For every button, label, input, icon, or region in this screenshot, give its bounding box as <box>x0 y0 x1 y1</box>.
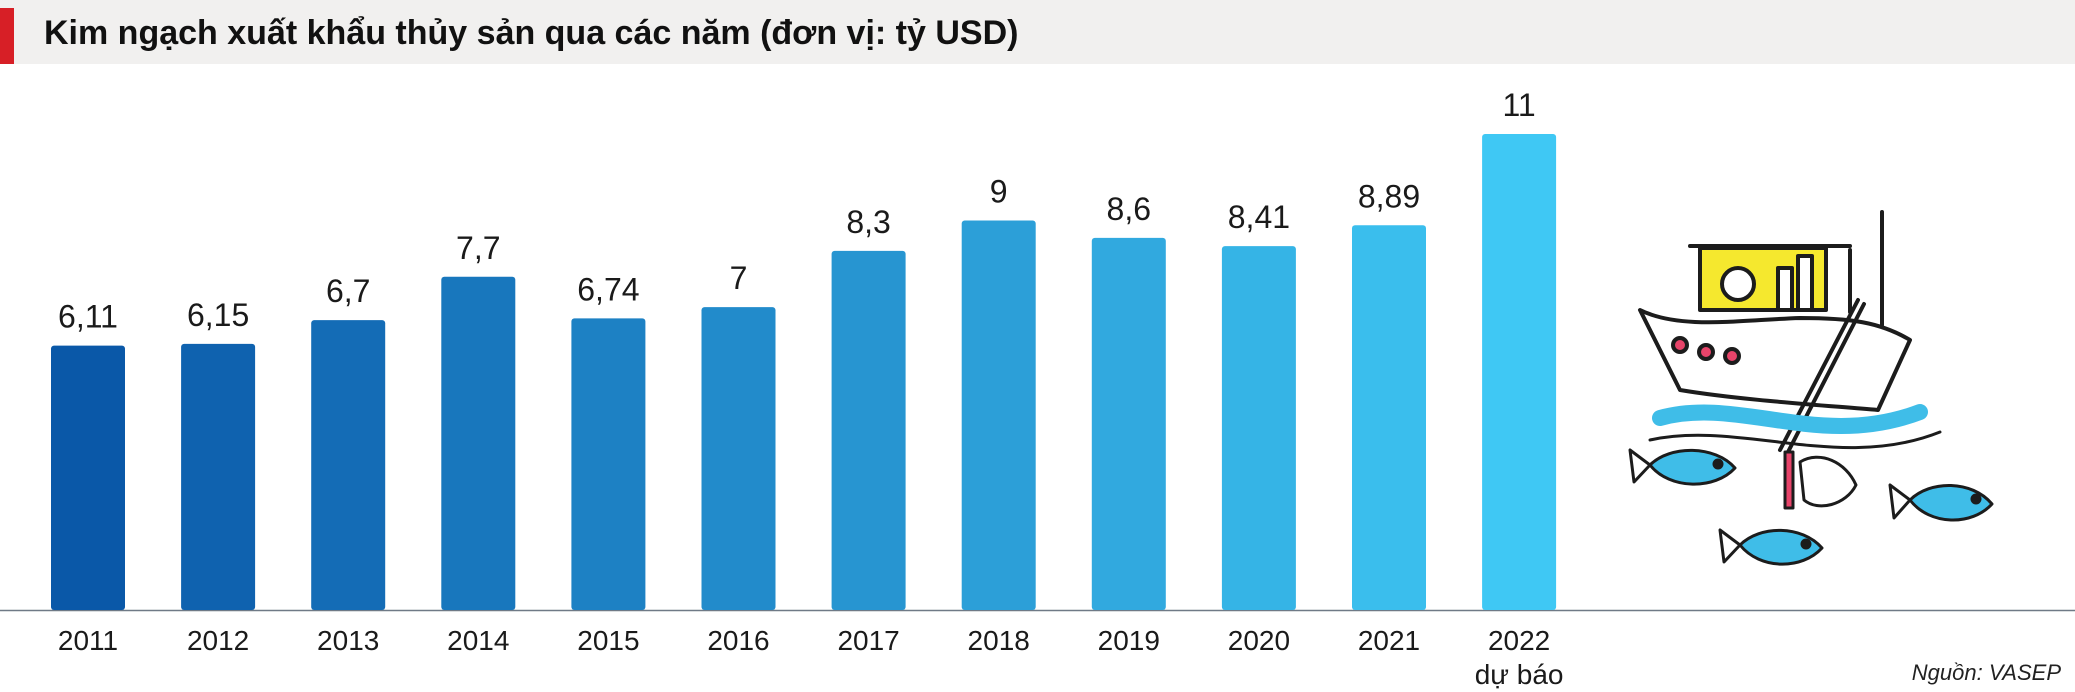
x-tick-label-2020: 2020 <box>1228 625 1290 656</box>
x-tick-label-2012: 2012 <box>187 625 249 656</box>
fish-bottom <box>1718 528 1824 566</box>
chart-header: Kim ngạch xuất khẩu thủy sản qua các năm… <box>0 0 2075 64</box>
data-label-2015: 6,74 <box>577 271 639 307</box>
hooked-fish <box>1783 450 1858 510</box>
bar-2017 <box>831 250 906 610</box>
data-label-2012: 6,15 <box>187 297 249 333</box>
data-label-2021: 8,89 <box>1358 178 1420 214</box>
bar-2016 <box>701 307 776 610</box>
data-label-2014: 7,7 <box>456 230 500 266</box>
bar-2020 <box>1221 246 1296 611</box>
bar-2012 <box>181 343 256 610</box>
boat-cabin <box>1688 210 1884 327</box>
fish-left <box>1628 448 1737 486</box>
x-tick-label-2015: 2015 <box>577 625 639 656</box>
data-label-2011: 6,11 <box>58 299 118 335</box>
x-tick-label-2013: 2013 <box>317 625 379 656</box>
title-accent-bar <box>0 8 14 64</box>
data-label-2019: 8,6 <box>1107 191 1151 227</box>
x-tick-label-2019: 2019 <box>1098 625 1160 656</box>
data-label-2017: 8,3 <box>846 204 890 240</box>
bar-2019 <box>1091 237 1166 610</box>
x-tick-label-2017: 2017 <box>837 625 899 656</box>
source-note: Nguồn: VASEP <box>1911 660 2061 685</box>
data-label-2013: 6,7 <box>326 273 370 309</box>
x-tick-label-2022: 2022 <box>1488 625 1550 656</box>
bar-2013 <box>311 320 386 610</box>
x-tick-label-2018: 2018 <box>968 625 1030 656</box>
data-label-2020: 8,41 <box>1228 199 1290 235</box>
x-tick-label-2011: 2011 <box>58 625 118 656</box>
data-label-2018: 9 <box>990 174 1008 210</box>
x-tick-label-2014: 2014 <box>447 625 509 656</box>
bar-2011 <box>51 345 125 610</box>
x-tick-label-2021: 2021 <box>1358 625 1420 656</box>
bar-2022 <box>1482 134 1557 610</box>
bar-2018 <box>961 220 1036 610</box>
x-tick-sublabel-2022: dự báo <box>1475 659 1564 690</box>
sea-waves <box>1648 404 1942 450</box>
fishing-boat-illustration <box>1628 210 1994 566</box>
fish-right <box>1888 483 1994 522</box>
chart-title: Kim ngạch xuất khẩu thủy sản qua các năm… <box>44 14 1019 52</box>
bar-2021 <box>1352 225 1426 610</box>
data-label-2016: 7 <box>730 260 748 296</box>
bar-2015 <box>571 318 646 610</box>
data-label-2022: 11 <box>1502 87 1535 123</box>
x-tick-label-2016: 2016 <box>707 625 769 656</box>
bar-chart: 6,11 2011 6,15 2012 6,7 2013 7,7 2014 6,74 2015 7 2… <box>0 87 2075 690</box>
bar-2014 <box>441 276 516 610</box>
